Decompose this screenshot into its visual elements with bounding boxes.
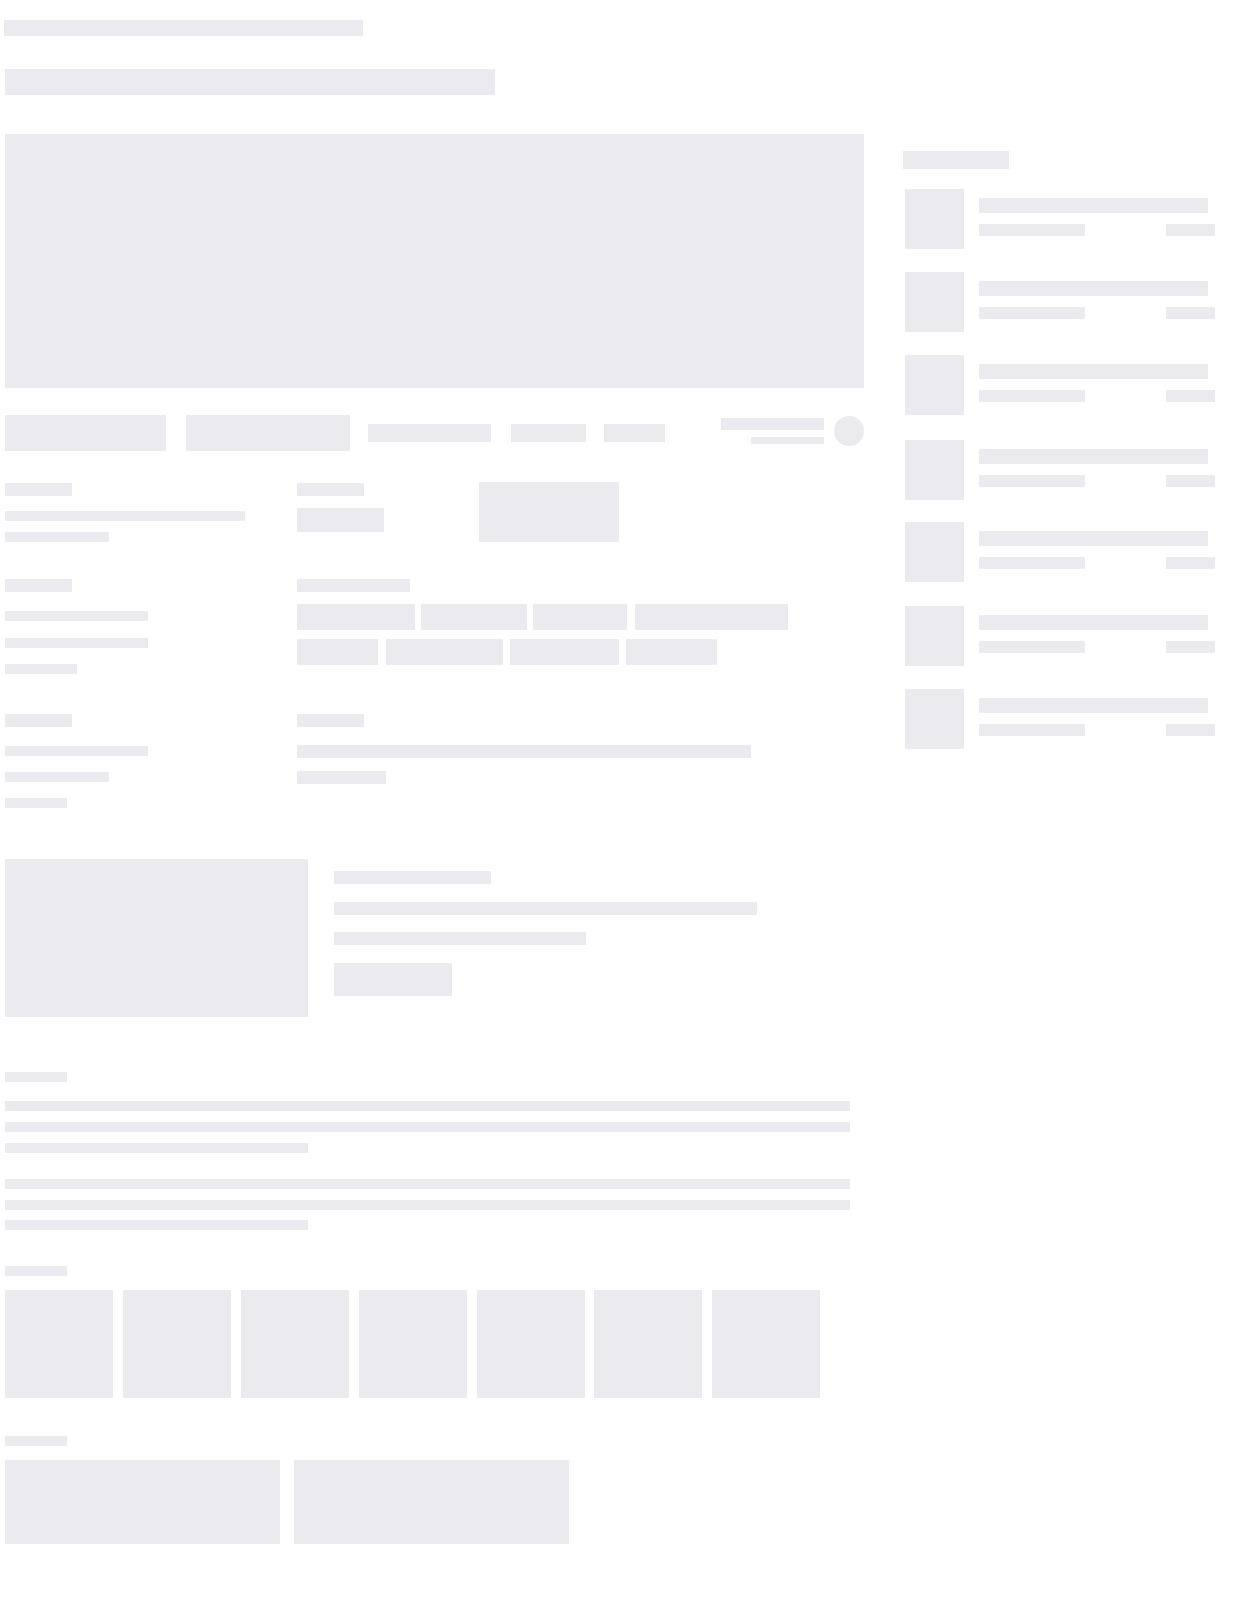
text-line-placeholder [5,511,245,521]
value-placeholder [297,508,384,532]
section-label-placeholder [5,579,72,592]
paragraph-line-placeholder [5,1220,308,1230]
sidebar-meta-placeholder [979,390,1085,402]
tag-chip-placeholder [626,639,717,665]
text-line-placeholder [5,798,67,808]
feature-image-placeholder [5,859,308,1017]
section-label-placeholder [297,483,364,496]
gallery-tile-placeholder [594,1290,702,1398]
tag-chip-placeholder [297,639,378,665]
sidebar-title-placeholder [979,198,1208,213]
sidebar-thumbnail-placeholder [905,272,964,332]
sidebar-meta-placeholder [979,307,1085,319]
section-label-placeholder [297,714,364,727]
tag-chip-placeholder [635,604,788,630]
text-line-placeholder [297,771,386,784]
author-meta-placeholder [751,437,824,444]
text-line-placeholder [5,638,148,648]
feature-text-placeholder [334,902,757,915]
title-placeholder [5,69,495,95]
paragraph-line-placeholder [5,1143,308,1153]
sidebar-meta-placeholder [979,475,1085,487]
tag-chip-placeholder [421,604,527,630]
tag-chip-placeholder [533,604,627,630]
tag-chip-placeholder [510,639,619,665]
sidebar-meta-placeholder [1166,724,1215,736]
video-player-placeholder [5,134,864,388]
sidebar-title-placeholder [979,615,1208,630]
card-placeholder [294,1460,569,1544]
breadcrumb-placeholder [4,20,363,36]
feature-title-placeholder [334,871,491,884]
action-button-placeholder [5,415,166,451]
gallery-tile-placeholder [712,1290,820,1398]
text-line-placeholder [5,746,148,756]
action-button-placeholder [186,415,350,451]
sidebar-meta-placeholder [1166,557,1215,569]
paragraph-line-placeholder [5,1179,850,1189]
tag-chip-placeholder [297,604,415,630]
sidebar-thumbnail-placeholder [905,522,964,582]
text-line-placeholder [5,664,77,674]
sidebar-meta-placeholder [1166,641,1215,653]
sidebar-meta-placeholder [1166,475,1215,487]
section-label-placeholder [5,714,72,727]
sidebar-thumbnail-placeholder [905,189,964,249]
sidebar-title-placeholder [979,364,1208,379]
card-placeholder [5,1460,280,1544]
sidebar-thumbnail-placeholder [905,689,964,749]
gallery-tile-placeholder [5,1290,113,1398]
image-placeholder [479,482,619,542]
sidebar-meta-placeholder [979,641,1085,653]
section-label-placeholder [297,579,410,592]
action-link-placeholder [511,424,586,442]
gallery-tile-placeholder [359,1290,467,1398]
sidebar-meta-placeholder [1166,224,1215,236]
text-line-placeholder [297,745,751,758]
section-label-placeholder [5,1072,67,1082]
text-line-placeholder [5,532,109,542]
section-label-placeholder [5,1266,67,1276]
feature-button-placeholder [334,963,452,996]
text-line-placeholder [5,772,109,782]
text-line-placeholder [5,611,148,621]
feature-text-placeholder [334,932,586,945]
sidebar-meta-placeholder [1166,307,1215,319]
gallery-tile-placeholder [477,1290,585,1398]
action-link-placeholder [604,424,665,442]
sidebar-meta-placeholder [979,557,1085,569]
section-label-placeholder [5,1436,67,1446]
tag-chip-placeholder [386,639,503,665]
sidebar-thumbnail-placeholder [905,440,964,500]
paragraph-line-placeholder [5,1122,850,1132]
sidebar-meta-placeholder [979,224,1085,236]
avatar-placeholder [834,416,864,446]
sidebar-thumbnail-placeholder [905,355,964,415]
sidebar-title-placeholder [979,449,1208,464]
sidebar-title-placeholder [979,698,1208,713]
gallery-tile-placeholder [241,1290,349,1398]
sidebar-meta-placeholder [1166,390,1215,402]
sidebar-title-placeholder [979,281,1208,296]
action-link-placeholder [368,424,491,442]
sidebar-meta-placeholder [979,724,1085,736]
paragraph-line-placeholder [5,1101,850,1111]
gallery-tile-placeholder [123,1290,231,1398]
sidebar-thumbnail-placeholder [905,606,964,666]
sidebar-heading-placeholder [903,151,1009,169]
sidebar-title-placeholder [979,531,1208,546]
section-label-placeholder [5,483,72,496]
paragraph-line-placeholder [5,1200,850,1210]
author-name-placeholder [721,418,824,430]
